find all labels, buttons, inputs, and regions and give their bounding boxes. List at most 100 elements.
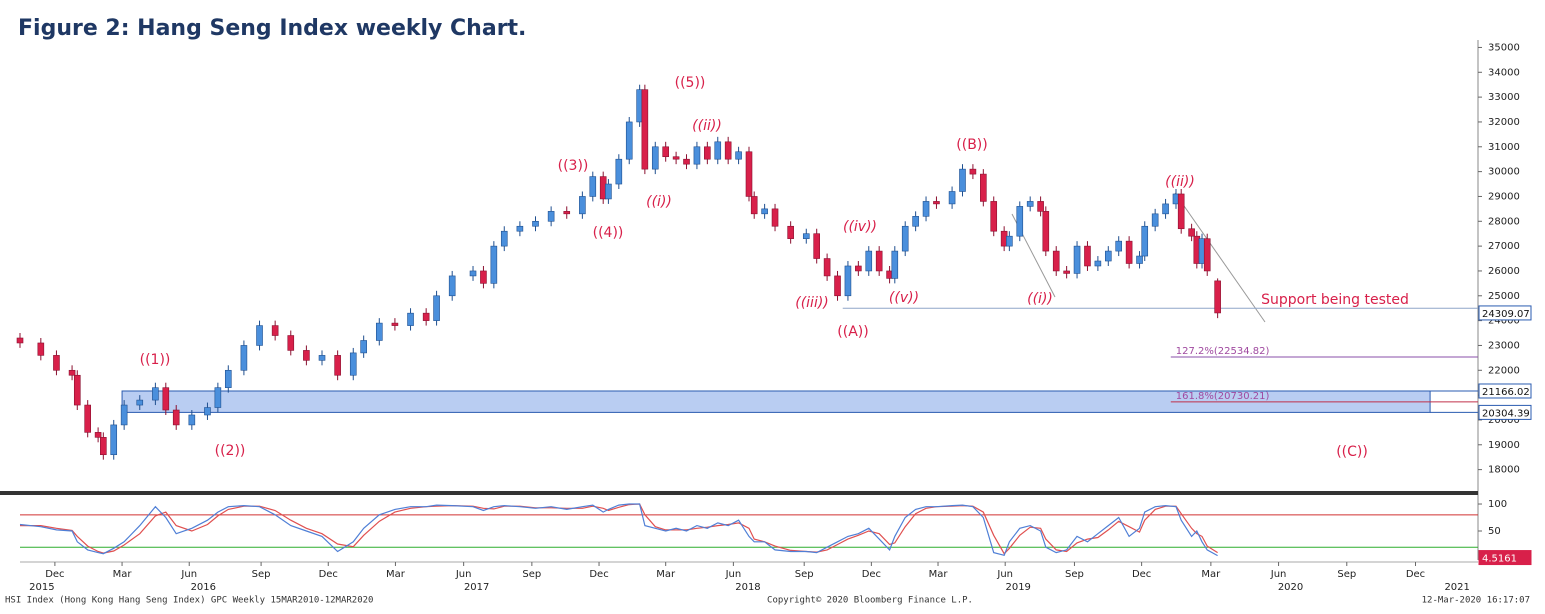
y-tick-label: 50: [1488, 526, 1501, 537]
candle-body: [1104, 250, 1112, 262]
x-tick-label: Jun: [180, 569, 197, 580]
candle-body: [84, 404, 91, 433]
year-label: 2018: [735, 582, 760, 593]
y-tick-label: 22000: [1488, 365, 1520, 376]
wave-label: ((C)): [1336, 444, 1368, 460]
price-box-label: 4.5161: [1482, 554, 1517, 565]
wave-label: ((A)): [837, 324, 868, 340]
candle-body: [375, 322, 383, 341]
x-tick-label: Jun: [996, 569, 1013, 580]
candle-body: [1042, 211, 1050, 252]
candle-body: [704, 146, 711, 160]
candle-body: [334, 355, 341, 376]
candle-body: [433, 295, 440, 321]
y-tick-label: 19000: [1488, 440, 1520, 451]
y-tick-label: 100: [1488, 499, 1507, 510]
candle-body: [834, 275, 841, 297]
x-tick-label: Sep: [795, 569, 814, 580]
candle-body: [318, 355, 326, 361]
candle-body: [73, 374, 81, 406]
candle-body: [1188, 228, 1195, 237]
candle-body: [605, 183, 612, 200]
candle-body: [1151, 213, 1159, 227]
x-tick-label: Jun: [455, 569, 472, 580]
x-tick-label: Jun: [725, 569, 742, 580]
candle-body: [865, 250, 873, 272]
year-label: 2019: [1005, 582, 1030, 593]
candle-body: [1006, 235, 1013, 247]
year-label: 2016: [191, 582, 216, 593]
candle-body: [448, 275, 456, 297]
y-tick-label: 33000: [1488, 92, 1520, 103]
candle-body: [855, 265, 862, 272]
candle-body: [349, 352, 357, 376]
y-tick-label: 20000: [1488, 415, 1520, 426]
x-tick-label: Dec: [1406, 569, 1425, 580]
candle-body: [948, 191, 956, 205]
candle-body: [120, 404, 128, 426]
candle-body: [500, 230, 508, 247]
candle-body: [802, 233, 810, 239]
x-tick-label: Sep: [1337, 569, 1356, 580]
candle-body: [1073, 245, 1081, 274]
candle-body: [787, 225, 794, 239]
candle-body: [980, 173, 987, 202]
oscillator-line: [20, 503, 1218, 555]
candle-body: [922, 201, 930, 217]
wave-label: ((i)): [1027, 291, 1053, 307]
candle-body: [516, 225, 524, 232]
candle-body: [94, 432, 102, 438]
y-tick-label: 24000: [1488, 316, 1520, 327]
candle-body: [37, 342, 45, 356]
candle-body: [1177, 193, 1185, 230]
candle-body: [1052, 250, 1060, 272]
candle-body: [875, 250, 883, 272]
y-tick-label: 30000: [1488, 167, 1520, 178]
y-tick-label: 34000: [1488, 67, 1520, 78]
candle-body: [16, 337, 24, 344]
candle-body: [651, 146, 659, 170]
x-tick-label: Mar: [386, 569, 406, 580]
wave-label: ((B)): [956, 137, 987, 153]
title: Figure 2: Hang Seng Index weekly Chart.: [18, 16, 526, 41]
x-tick-label: Jun: [1270, 569, 1287, 580]
candle-body: [214, 387, 222, 408]
price-box-label: 20304.39: [1482, 408, 1530, 419]
oscillator-line: [19, 503, 1218, 557]
candle-body: [990, 201, 998, 232]
candle-body: [823, 258, 831, 277]
candle-body: [110, 424, 118, 456]
y-tick-label: 29000: [1488, 191, 1520, 202]
year-label: 2021: [1444, 582, 1469, 593]
candle-body: [271, 325, 279, 336]
wave-label: ((i)): [646, 194, 672, 210]
candle-body: [391, 322, 399, 326]
annotation: Support being tested: [1261, 292, 1409, 308]
candle-body: [641, 89, 649, 170]
trend-line: [1174, 192, 1266, 323]
candle-body: [360, 340, 367, 354]
wave-label: ((iv)): [843, 219, 877, 235]
candle-body: [901, 225, 909, 252]
fib-label: 161.8%(20730.21): [1176, 391, 1270, 402]
y-tick-label: 18000: [1488, 465, 1520, 476]
candle-body: [891, 250, 899, 279]
candle-body: [422, 312, 430, 321]
x-tick-label: Dec: [589, 569, 608, 580]
wave-label: ((5)): [675, 75, 706, 91]
year-label: 2020: [1278, 582, 1303, 593]
candle-body: [662, 146, 669, 158]
candle-body: [68, 369, 76, 376]
candle-body: [563, 211, 571, 215]
x-tick-label: Sep: [252, 569, 271, 580]
price-box: [1478, 404, 1532, 420]
candle-body: [813, 233, 820, 259]
candle-body: [771, 208, 779, 227]
y-tick-label: 25000: [1488, 291, 1520, 302]
candle-body: [615, 158, 623, 185]
candle-body: [172, 409, 180, 426]
candle-body: [672, 156, 680, 160]
candle-body: [240, 345, 248, 371]
wave-label: ((3)): [558, 158, 589, 174]
candle-body: [162, 387, 170, 411]
